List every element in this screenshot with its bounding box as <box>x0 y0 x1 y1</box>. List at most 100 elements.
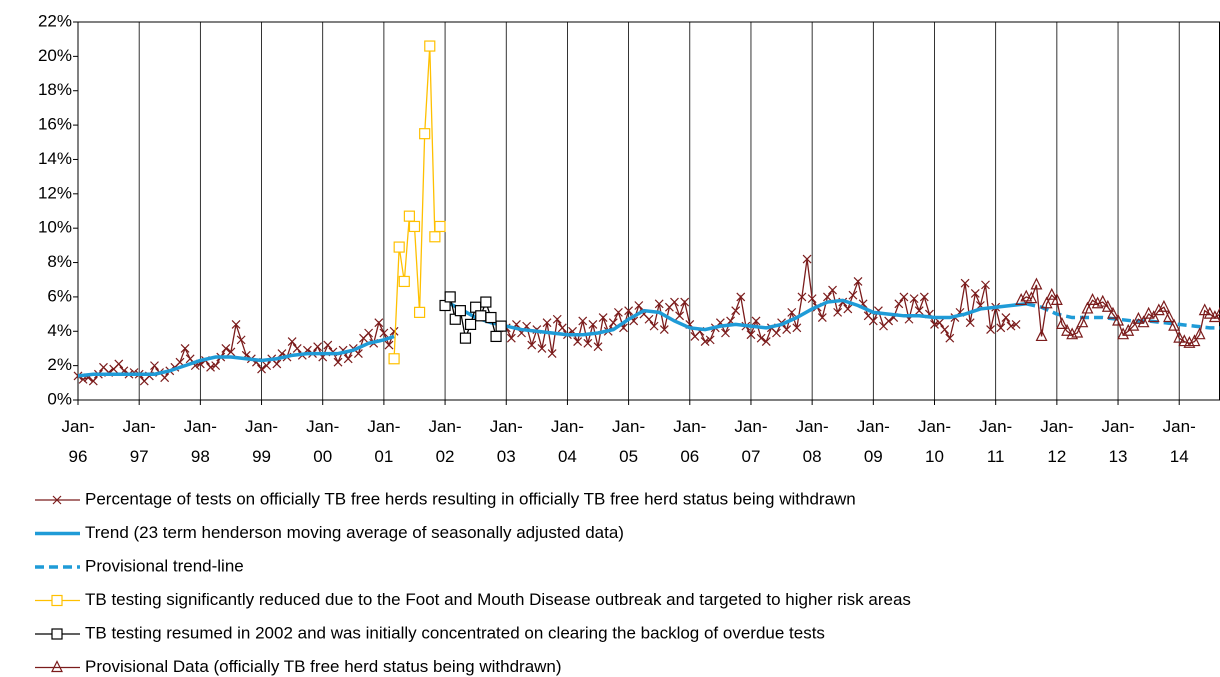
marker <box>485 311 497 324</box>
marker <box>236 335 246 345</box>
y-tick-label: 20% <box>38 46 72 65</box>
marker <box>379 328 389 338</box>
marker <box>51 628 63 640</box>
marker <box>88 376 98 386</box>
marker <box>644 314 654 324</box>
marker <box>313 342 323 352</box>
marker <box>114 359 124 369</box>
marker <box>1193 327 1206 340</box>
marker <box>756 333 766 343</box>
series-line <box>393 46 441 359</box>
marker <box>444 291 456 303</box>
marker <box>649 321 659 331</box>
marker <box>945 333 955 343</box>
marker <box>792 323 802 333</box>
marker <box>206 362 215 372</box>
marker <box>1015 293 1028 305</box>
marker <box>374 318 384 328</box>
legend-label: Trend (23 term henderson moving average … <box>85 523 624 542</box>
marker <box>408 220 421 233</box>
marker <box>853 277 863 286</box>
legend-label: TB testing resumed in 2002 and was initi… <box>85 623 825 642</box>
marker <box>736 292 746 302</box>
marker <box>981 280 990 290</box>
marker <box>292 344 302 353</box>
y-tick-label: 4% <box>47 321 72 340</box>
marker <box>1168 318 1181 331</box>
marker <box>424 40 436 52</box>
marker <box>654 299 664 309</box>
marker <box>262 361 272 371</box>
marker <box>751 316 761 326</box>
marker <box>454 305 466 317</box>
marker <box>1076 315 1089 328</box>
marker <box>419 128 431 140</box>
legend-label: Provisional Data (officially TB free her… <box>85 657 562 676</box>
marker <box>1091 296 1104 309</box>
marker <box>930 319 939 329</box>
marker <box>1188 334 1201 347</box>
marker <box>552 314 562 324</box>
marker <box>583 338 593 348</box>
marker <box>1020 289 1033 302</box>
marker <box>1050 293 1063 305</box>
y-tick-label: 2% <box>47 355 72 374</box>
y-tick-label: 16% <box>38 115 72 134</box>
marker <box>1061 323 1074 336</box>
marker <box>434 220 446 233</box>
marker <box>464 318 477 330</box>
marker <box>1106 306 1119 319</box>
marker <box>403 210 415 222</box>
marker <box>1208 310 1220 323</box>
marker <box>1096 294 1109 307</box>
marker <box>598 313 608 322</box>
marker <box>797 292 807 302</box>
marker <box>1198 303 1211 316</box>
marker <box>578 316 588 326</box>
marker <box>490 330 502 343</box>
marker <box>1035 329 1048 342</box>
marker <box>1163 310 1175 323</box>
marker <box>1147 310 1160 323</box>
x-tick-label: Jan-00 <box>306 417 340 466</box>
marker <box>608 318 618 328</box>
marker <box>343 354 353 364</box>
marker <box>389 326 399 336</box>
marker <box>1178 334 1191 347</box>
legend-label: Provisional trend-line <box>85 556 244 575</box>
marker <box>1214 306 1220 319</box>
marker <box>986 325 996 334</box>
marker <box>1173 330 1186 343</box>
x-tick-label: Jan-98 <box>183 417 217 466</box>
x-tick-label: Jan-05 <box>612 417 646 466</box>
marker <box>960 278 970 288</box>
marker <box>257 364 266 374</box>
y-tick-label: 22% <box>38 11 72 30</box>
marker <box>221 344 231 353</box>
marker <box>180 344 190 353</box>
marker <box>705 335 715 345</box>
marker <box>495 320 507 332</box>
marker <box>670 297 679 307</box>
marker <box>393 241 405 253</box>
x-tick-label: Jan-09 <box>856 417 890 466</box>
marker <box>333 357 343 367</box>
marker <box>965 318 975 328</box>
marker <box>1112 313 1125 326</box>
x-tick-label: Jan-01 <box>367 417 401 466</box>
marker <box>226 347 236 357</box>
y-tick-label: 10% <box>38 218 72 237</box>
x-tick-label: Jan-99 <box>244 417 279 466</box>
x-tick-label: Jan-06 <box>673 417 707 466</box>
marker <box>613 307 623 317</box>
marker <box>1030 277 1043 290</box>
marker <box>848 290 858 300</box>
marker <box>1132 311 1145 324</box>
marker <box>1101 299 1114 312</box>
marker <box>557 323 567 333</box>
marker <box>914 306 924 316</box>
marker <box>1183 335 1196 348</box>
marker <box>1127 318 1140 331</box>
marker <box>388 353 400 365</box>
